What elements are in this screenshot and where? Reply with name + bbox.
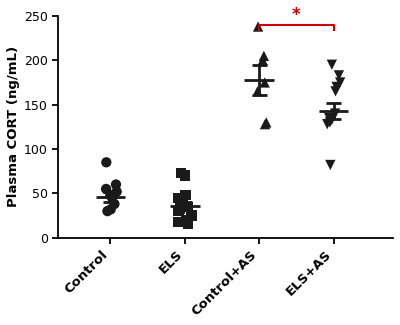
Point bbox=[180, 198, 186, 203]
Point bbox=[261, 53, 267, 58]
Point bbox=[114, 189, 120, 194]
Point bbox=[188, 213, 194, 218]
Point bbox=[262, 122, 268, 127]
Point bbox=[333, 84, 340, 89]
Point bbox=[262, 80, 268, 85]
Point bbox=[175, 195, 181, 201]
Point bbox=[103, 186, 109, 191]
Point bbox=[185, 221, 191, 226]
Point bbox=[175, 209, 182, 214]
Point bbox=[329, 62, 335, 67]
Point bbox=[177, 206, 183, 211]
Point bbox=[255, 24, 261, 29]
Point bbox=[111, 202, 118, 207]
Point bbox=[332, 89, 339, 94]
Point bbox=[178, 202, 184, 207]
Point bbox=[263, 120, 270, 125]
Point bbox=[332, 111, 338, 116]
Point bbox=[329, 117, 335, 122]
Point bbox=[107, 192, 114, 198]
Point bbox=[178, 170, 184, 176]
Point bbox=[109, 195, 115, 201]
Point bbox=[113, 182, 119, 187]
Point bbox=[103, 160, 110, 165]
Point bbox=[326, 115, 332, 121]
Point bbox=[108, 207, 114, 212]
Point bbox=[182, 192, 189, 198]
Point bbox=[324, 122, 330, 127]
Point bbox=[337, 80, 343, 85]
Point bbox=[254, 89, 261, 94]
Point bbox=[182, 217, 189, 223]
Text: *: * bbox=[292, 6, 301, 24]
Point bbox=[182, 173, 188, 178]
Point bbox=[184, 204, 191, 209]
Point bbox=[260, 58, 266, 63]
Point bbox=[336, 73, 342, 78]
Point bbox=[104, 209, 111, 214]
Point bbox=[327, 162, 334, 168]
Point bbox=[175, 219, 182, 224]
Y-axis label: Plasma CORT (ng/mL): Plasma CORT (ng/mL) bbox=[7, 46, 20, 207]
Point bbox=[327, 120, 333, 125]
